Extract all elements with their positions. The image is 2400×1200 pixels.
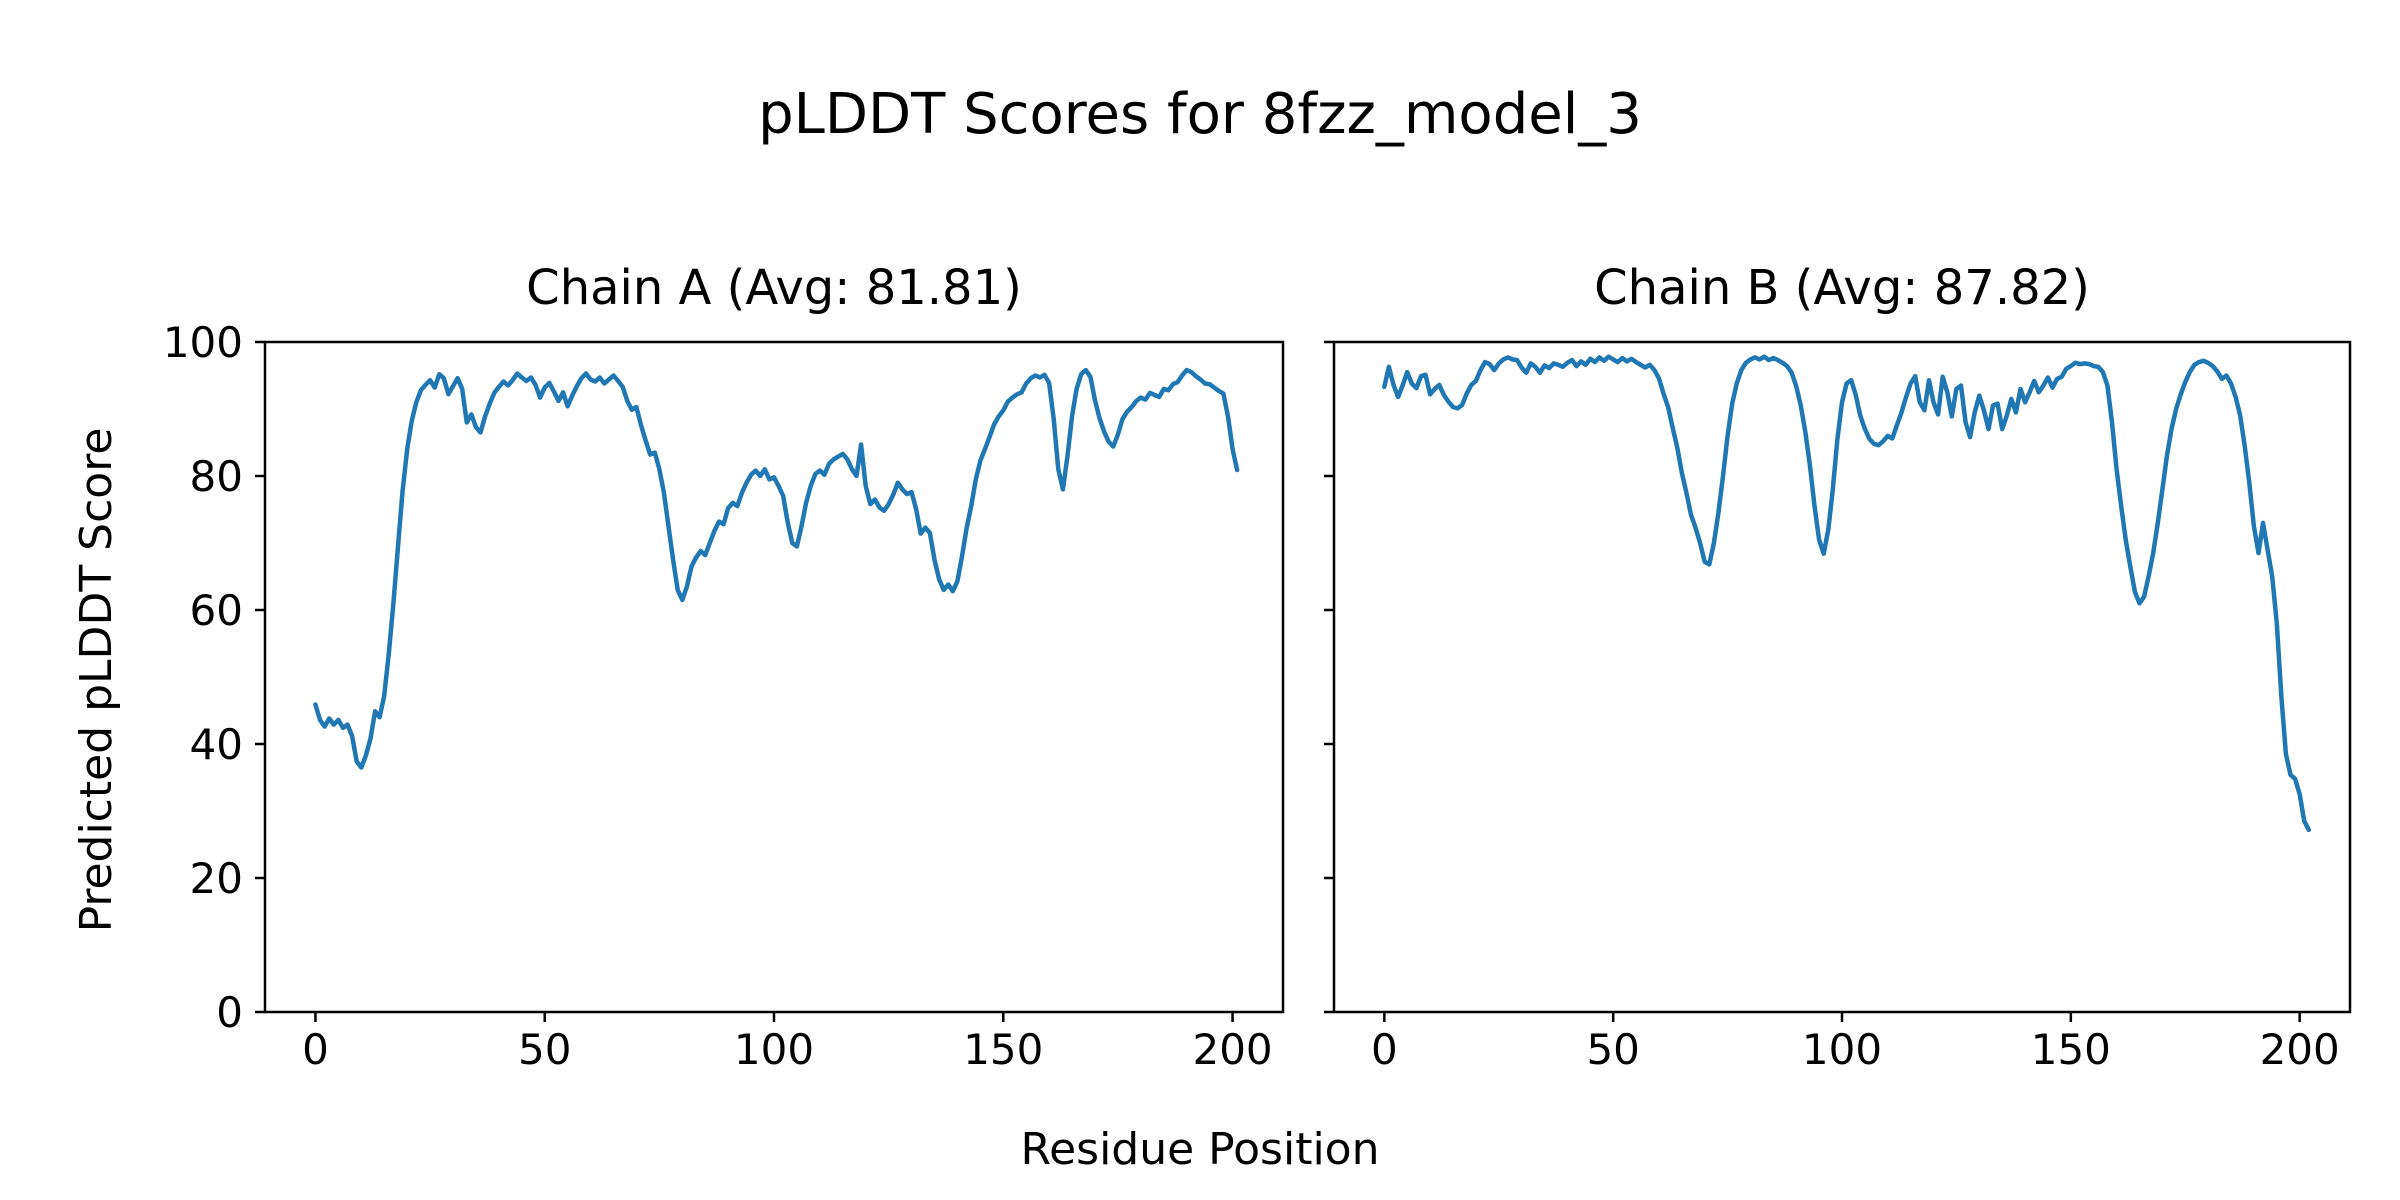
y-tick-label: 40: [190, 720, 243, 769]
figure-title: pLDDT Scores for 8fzz_model_3: [758, 82, 1642, 147]
x-axis-label: Residue Position: [1020, 1124, 1380, 1175]
y-tick-label: 0: [216, 988, 243, 1037]
chain-b-plddt-line: [1382, 354, 2312, 833]
x-tick-label: 0: [1371, 1025, 1398, 1074]
x-tick-label: 100: [1802, 1025, 1882, 1074]
x-tick-label: 200: [1192, 1025, 1272, 1074]
x-tick-label: 150: [963, 1025, 1043, 1074]
y-tick-label: 60: [190, 586, 243, 635]
y-tick-label: 100: [163, 318, 243, 367]
x-tick-label: 50: [1586, 1025, 1639, 1074]
axes-spines: [263, 340, 1285, 1014]
y-tick-label: 20: [190, 854, 243, 903]
subplot-a-title: Chain A (Avg: 81.81): [526, 260, 1022, 316]
x-tick-label: 50: [518, 1025, 571, 1074]
y-tick-label: 80: [190, 452, 243, 501]
x-tick-label: 0: [302, 1025, 329, 1074]
chain-a-plddt-line: [313, 367, 1240, 770]
x-tick-label: 200: [2260, 1025, 2340, 1074]
subplot-a: 0 50 100 150 200 0 20 40 60 80 100: [163, 318, 1285, 1074]
x-tick-label: 150: [2031, 1025, 2111, 1074]
subplot-b: 0 50 100 150 200: [1324, 340, 2352, 1074]
axes-spines: [1332, 340, 2352, 1014]
x-tick-label: 100: [734, 1025, 814, 1074]
subplot-b-title: Chain B (Avg: 87.82): [1594, 260, 2090, 316]
